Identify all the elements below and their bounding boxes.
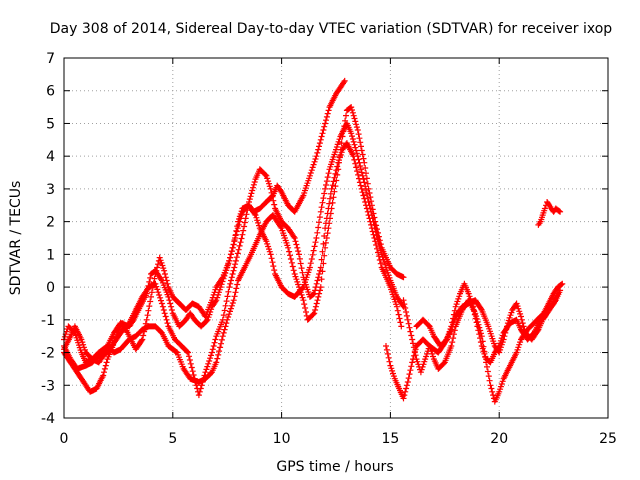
y-tick-label: -2 [41,346,55,362]
y-tick-label: 2 [46,215,55,231]
y-tick-label: 0 [46,280,55,296]
x-tick-label: 25 [599,431,617,447]
plot-frame [63,57,609,419]
x-tick-label: 10 [273,431,291,447]
series-track-6 [400,287,564,376]
y-tick-label: -4 [41,411,55,427]
y-axis-label: SDTVAR / TECUs [8,181,24,296]
y-tick-label: 1 [46,247,55,263]
grid-lines [64,58,608,418]
x-tick-label: 0 [60,431,69,447]
chart-title: Day 308 of 2014, Sidereal Day-to-day VTE… [50,21,613,37]
series-track-7 [413,280,566,366]
series-track-8 [535,199,564,228]
x-tick-label: 20 [490,431,508,447]
y-tick-label: 4 [46,149,55,165]
x-tick-label: 15 [381,431,399,447]
x-axis-label: GPS time / hours [276,459,393,475]
series-track-4 [61,140,405,399]
axis-ticks: 0 5 10 15 20 25 -4 -3 -2 -1 0 1 2 3 4 5 6 7 [41,51,617,447]
y-tick-label: 3 [46,182,55,198]
y-tick-label: 5 [46,116,55,132]
data-markers [61,77,566,405]
y-tick-label: 6 [46,84,55,100]
y-tick-label: -1 [41,313,55,329]
series-track-5 [383,290,561,405]
x-tick-label: 5 [168,431,177,447]
y-tick-label: -3 [41,378,55,394]
y-tick-label: 7 [46,51,55,67]
